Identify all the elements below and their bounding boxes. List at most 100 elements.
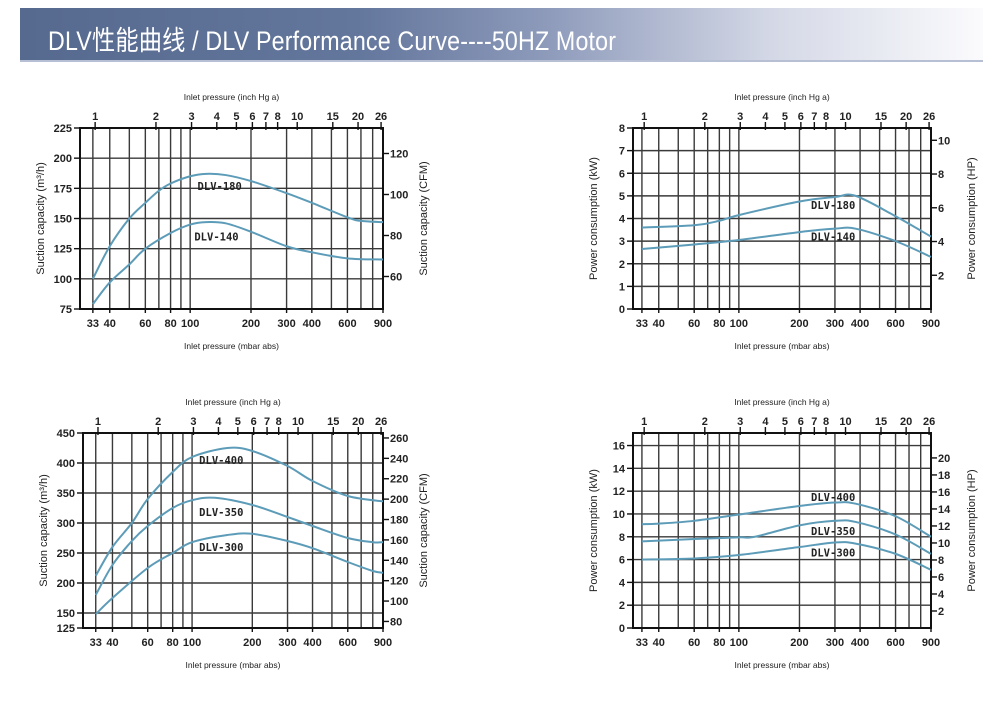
y2-tick-label: 16 xyxy=(938,487,950,499)
y-tick-label: 6 xyxy=(619,555,625,567)
series-label: DLV-300 xyxy=(199,542,243,554)
x-tick-label: 400 xyxy=(851,318,869,330)
series-line-dlv-180 xyxy=(91,172,384,280)
x2-tick-label: 15 xyxy=(327,111,339,123)
x2-tick-label: 15 xyxy=(327,416,339,428)
x2-tick-label: 6 xyxy=(249,111,255,123)
x2-tick-label: 2 xyxy=(702,416,708,428)
y2-axis-title: Suction capacity (CFM) xyxy=(418,161,430,275)
x2-tick-label: 8 xyxy=(823,416,829,428)
y2-tick-label: 6 xyxy=(938,572,944,584)
x-tick-label: 33 xyxy=(90,637,102,649)
x2-tick-label: 4 xyxy=(215,416,222,428)
y-tick-label: 8 xyxy=(619,532,625,544)
y-tick-label: 450 xyxy=(57,428,75,440)
x-tick-label: 300 xyxy=(826,318,844,330)
x-tick-label: 100 xyxy=(181,318,199,330)
y2-tick-label: 120 xyxy=(390,576,408,588)
x2-tick-label: 3 xyxy=(737,416,743,428)
y-tick-label: 150 xyxy=(54,214,72,226)
x-axis-title: Inlet pressure (mbar abs) xyxy=(735,660,830,670)
y-tick-label: 150 xyxy=(57,608,75,620)
x-tick-label: 40 xyxy=(653,637,665,649)
x2-tick-label: 3 xyxy=(188,111,194,123)
y2-tick-label: 220 xyxy=(390,474,408,486)
x2-tick-label: 10 xyxy=(839,111,851,123)
x-tick-label: 200 xyxy=(242,318,260,330)
y2-tick-label: 18 xyxy=(938,470,950,482)
y-tick-label: 2 xyxy=(619,259,625,271)
y2-tick-label: 8 xyxy=(938,169,944,181)
x-tick-label: 400 xyxy=(303,637,321,649)
x2-tick-label: 6 xyxy=(251,416,257,428)
x-tick-label: 600 xyxy=(339,637,357,649)
y2-tick-label: 10 xyxy=(938,135,950,147)
y-tick-label: 125 xyxy=(57,623,75,635)
y2-axis-title: Suction capacity (CFM) xyxy=(418,473,430,587)
x2-tick-label: 7 xyxy=(263,111,269,123)
y2-tick-label: 8 xyxy=(938,555,944,567)
y2-tick-label: 2 xyxy=(938,606,944,618)
x2-tick-label: 5 xyxy=(235,416,241,428)
y-axis-title: Power consumption (kW) xyxy=(588,469,600,592)
x2-tick-label: 1 xyxy=(641,416,647,428)
series-label: DLV-400 xyxy=(811,492,855,504)
x-axis-title: Inlet pressure (mbar abs) xyxy=(735,341,830,351)
x-tick-label: 400 xyxy=(303,318,321,330)
x2-tick-label: 8 xyxy=(823,111,829,123)
x2-tick-label: 26 xyxy=(375,111,387,123)
series-label: DLV-140 xyxy=(811,232,855,244)
y2-axis-title: Power consumption (HP) xyxy=(966,469,978,591)
series-line-dlv-350 xyxy=(641,519,932,555)
x2-tick-label: 26 xyxy=(375,416,387,428)
x2-tick-label: 20 xyxy=(352,111,364,123)
y-tick-label: 200 xyxy=(54,153,72,165)
y2-tick-label: 200 xyxy=(390,494,408,506)
y2-tick-label: 60 xyxy=(390,271,402,283)
y-tick-label: 12 xyxy=(613,486,625,498)
x-tick-label: 80 xyxy=(164,318,176,330)
x-tick-label: 33 xyxy=(636,318,648,330)
x-tick-label: 100 xyxy=(183,637,201,649)
x2-tick-label: 2 xyxy=(702,111,708,123)
y-tick-label: 225 xyxy=(54,123,72,135)
x-tick-label: 300 xyxy=(826,637,844,649)
y-tick-label: 7 xyxy=(619,146,625,158)
x2-tick-label: 26 xyxy=(923,416,935,428)
x-tick-label: 600 xyxy=(886,637,904,649)
series-line-dlv-400 xyxy=(94,446,384,577)
x2-tick-label: 20 xyxy=(900,111,912,123)
x-tick-label: 40 xyxy=(104,318,116,330)
y-tick-label: 350 xyxy=(57,488,75,500)
plot-frame xyxy=(82,432,384,629)
x-tick-label: 33 xyxy=(636,637,648,649)
x2-tick-label: 4 xyxy=(214,111,221,123)
y2-tick-label: 14 xyxy=(938,504,951,516)
x-tick-label: 200 xyxy=(790,637,808,649)
chart-capacity-large: 33 40 60 80 100 200 300 400 600 900 1 2 3 4 5 6 7 8 10 15 20… xyxy=(38,397,430,670)
y2-tick-label: 4 xyxy=(938,589,945,601)
y-tick-label: 175 xyxy=(54,183,72,195)
x-tick-label: 900 xyxy=(374,318,392,330)
y-tick-label: 2 xyxy=(619,600,625,612)
x2-tick-label: 2 xyxy=(155,416,161,428)
y-tick-label: 125 xyxy=(54,244,72,256)
y2-tick-label: 6 xyxy=(938,203,944,215)
x2-axis-title: Inlet pressure (inch Hg a) xyxy=(734,397,830,407)
series-label: DLV-180 xyxy=(811,200,855,212)
x2-tick-label: 5 xyxy=(233,111,239,123)
title-banner: DLV性能曲线 / DLV Performance Curve----50HZ … xyxy=(20,8,983,62)
x2-axis-title: Inlet pressure (inch Hg a) xyxy=(734,92,830,102)
series-line-dlv-400 xyxy=(641,501,932,538)
y-tick-label: 0 xyxy=(619,623,625,635)
x-tick-label: 600 xyxy=(886,318,904,330)
x-tick-label: 60 xyxy=(139,318,151,330)
y2-tick-label: 80 xyxy=(390,230,402,242)
y2-tick-label: 100 xyxy=(390,596,408,608)
x2-tick-label: 5 xyxy=(782,416,788,428)
y2-tick-label: 160 xyxy=(390,535,408,547)
y-tick-label: 1 xyxy=(619,281,625,293)
x2-axis-title: Inlet pressure (inch Hg a) xyxy=(185,397,281,407)
y2-tick-label: 2 xyxy=(938,270,944,282)
